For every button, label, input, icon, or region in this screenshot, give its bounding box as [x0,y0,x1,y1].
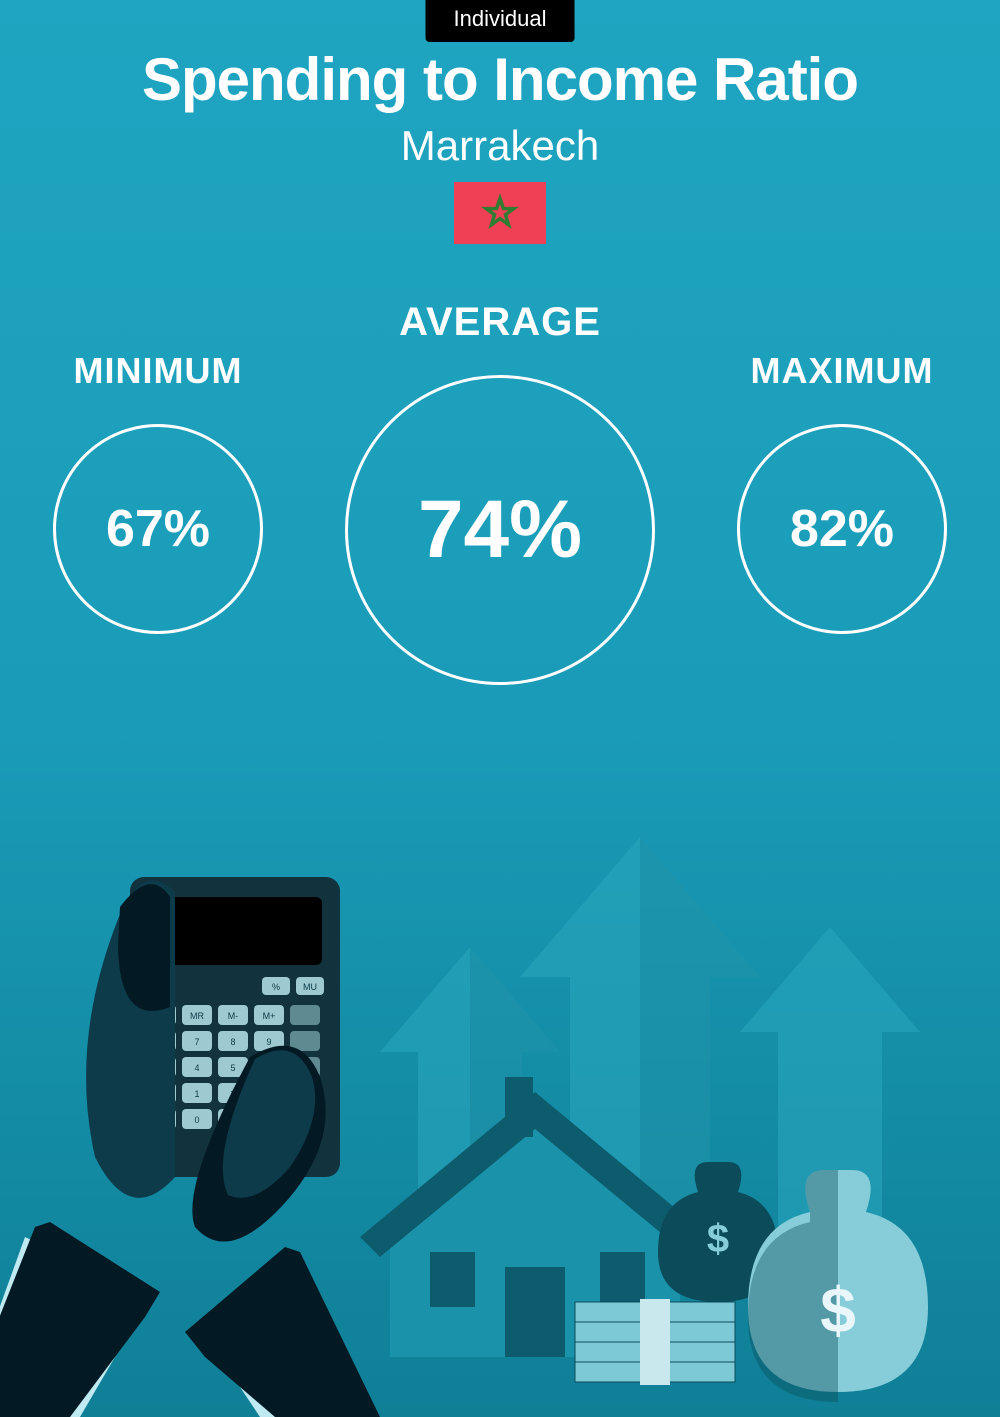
stat-maximum: MAXIMUM 82% [722,350,962,634]
stat-average-value: 74% [418,483,582,577]
svg-text:5: 5 [230,1063,235,1073]
stat-maximum-label: MAXIMUM [722,350,962,392]
morocco-flag-icon [454,182,546,244]
money-stack-icon [575,1299,735,1385]
bottom-illustration: $ $ [0,797,1000,1417]
svg-text:9: 9 [266,1037,271,1047]
city-subtitle: Marrakech [0,122,1000,170]
stat-maximum-circle: 82% [737,424,947,634]
stat-minimum-value: 67% [106,499,210,559]
category-badge: Individual [426,0,575,42]
svg-text:0: 0 [194,1115,199,1125]
svg-text:M-: M- [228,1011,239,1021]
stats-row: MINIMUM 67% AVERAGE 74% MAXIMUM 82% [0,300,1000,720]
svg-text:MR: MR [190,1011,204,1021]
svg-text:$: $ [707,1217,729,1261]
stat-minimum-circle: 67% [53,424,263,634]
svg-text:$: $ [820,1274,856,1346]
svg-text:M+: M+ [263,1011,276,1021]
svg-text:7: 7 [194,1037,199,1047]
stat-average-label: AVERAGE [330,300,670,345]
stat-maximum-value: 82% [790,499,894,559]
stat-average-circle: 74% [345,375,655,685]
svg-text:1: 1 [194,1089,199,1099]
svg-text:MU: MU [303,982,317,992]
svg-text:8: 8 [230,1037,235,1047]
money-bag-large-icon: $ [748,1170,928,1402]
svg-text:%: % [272,982,280,992]
stat-minimum: MINIMUM 67% [38,350,278,634]
svg-text:4: 4 [194,1063,199,1073]
stat-average: AVERAGE 74% [330,300,670,685]
page-title: Spending to Income Ratio [0,45,1000,114]
stat-minimum-label: MINIMUM [38,350,278,392]
